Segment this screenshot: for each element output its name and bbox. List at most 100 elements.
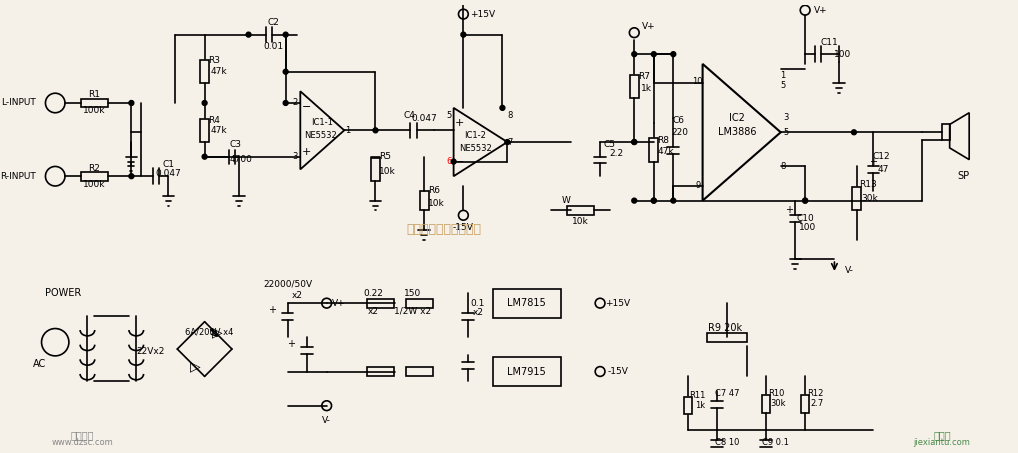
Circle shape [652,198,657,203]
Text: R2: R2 [89,164,100,173]
Text: R10: R10 [768,390,784,399]
Text: -15V: -15V [453,223,473,232]
Circle shape [671,52,676,57]
Circle shape [451,159,456,164]
Bar [493,357,561,386]
Text: 5: 5 [780,81,785,90]
Circle shape [632,198,636,203]
Text: IC1-1: IC1-1 [310,118,333,127]
Circle shape [802,198,807,203]
Circle shape [632,140,636,145]
Text: R3: R3 [209,57,220,66]
Text: R7: R7 [638,72,651,81]
Text: C1: C1 [163,160,174,169]
Text: 7: 7 [508,138,513,146]
Circle shape [671,198,676,203]
Circle shape [283,32,288,37]
Bar [567,206,595,215]
Text: +: + [869,157,878,167]
Circle shape [461,32,466,37]
Bar [419,191,429,210]
Text: www.dzsc.com: www.dzsc.com [52,439,113,447]
Text: 1: 1 [345,126,351,135]
Circle shape [652,52,657,57]
Text: 1: 1 [780,71,785,80]
Circle shape [203,154,207,159]
Text: 100: 100 [834,50,851,58]
Text: C5: C5 [604,140,616,149]
Bar [762,395,770,413]
Text: 10k: 10k [572,217,589,226]
Circle shape [632,140,636,145]
Text: 2: 2 [293,98,298,107]
Text: V-: V- [323,416,331,425]
Text: -15V: -15V [607,367,628,376]
Bar [201,119,209,142]
Text: 6: 6 [446,157,451,166]
Circle shape [851,130,856,135]
Bar [684,397,692,414]
Circle shape [500,106,505,110]
Text: V+: V+ [642,22,656,31]
Text: ▷: ▷ [212,325,223,339]
Text: 22000/50V: 22000/50V [263,279,313,288]
Text: 10k: 10k [428,199,445,208]
Text: R13: R13 [859,179,876,188]
Bar [630,75,638,98]
Bar [649,138,659,162]
Bar [201,60,209,83]
Text: C7 47: C7 47 [715,390,739,399]
Text: 杭州将睿科技有限公司: 杭州将睿科技有限公司 [406,223,482,236]
Text: R11: R11 [689,391,705,400]
Text: 47k: 47k [211,67,228,76]
Text: 6A/200V x4: 6A/200V x4 [185,328,233,337]
Text: 0.047: 0.047 [156,169,181,178]
Text: IC1-2: IC1-2 [464,131,486,140]
Circle shape [129,101,133,106]
Text: 8: 8 [508,111,513,120]
Text: 1k: 1k [640,84,652,93]
Text: R5: R5 [380,152,391,161]
Bar [80,172,108,181]
Text: C12: C12 [872,152,890,161]
Text: 2.2: 2.2 [610,149,624,158]
Text: 3: 3 [783,113,788,122]
Text: C3: C3 [230,140,242,149]
Text: SP: SP [957,171,969,181]
Text: −: − [455,157,464,167]
Text: 0.01: 0.01 [263,42,283,51]
Text: 2.7: 2.7 [810,399,824,408]
Text: R6: R6 [429,186,440,195]
Bar [801,395,809,413]
Text: 0.22: 0.22 [363,289,384,298]
Text: C4: C4 [404,111,415,120]
Text: IC2: IC2 [729,113,745,123]
Text: 100k: 100k [83,106,106,116]
Text: 0.1: 0.1 [471,299,486,308]
Text: 22Vx2: 22Vx2 [136,347,165,357]
Text: +: + [455,117,464,127]
Text: 9: 9 [695,182,700,190]
Bar [942,125,950,140]
Text: 5: 5 [446,111,451,120]
Text: 47k: 47k [658,147,674,156]
Text: ▷: ▷ [189,360,201,374]
Text: 5: 5 [783,128,788,137]
Text: V+: V+ [814,6,828,14]
Text: 10: 10 [692,77,703,86]
Text: R8: R8 [658,135,670,145]
Text: +: + [786,205,793,215]
Text: C11: C11 [821,38,839,47]
Text: 30k: 30k [861,194,878,203]
Text: 1k: 1k [694,401,704,410]
Circle shape [246,32,251,37]
Text: 1/2W x2: 1/2W x2 [394,307,432,315]
Text: W: W [562,196,570,205]
Text: 0.047: 0.047 [411,114,437,123]
Text: LM7815: LM7815 [507,298,547,308]
Text: C6: C6 [672,116,684,125]
Text: C10: C10 [796,214,814,223]
Text: NE5532: NE5532 [304,131,337,140]
Text: 100k: 100k [83,179,106,188]
Bar [366,299,394,308]
